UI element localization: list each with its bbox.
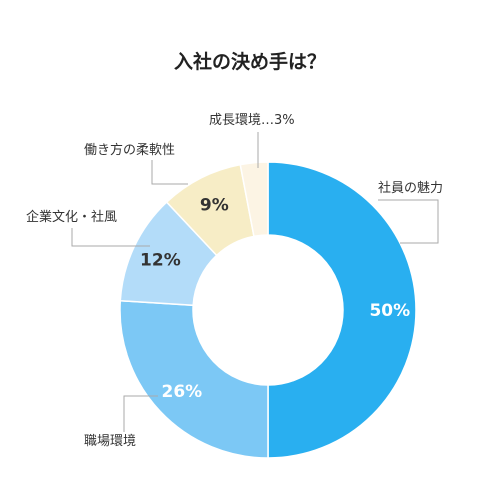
value-labels-group: 50% 26% 12% 9% <box>140 196 410 402</box>
category-label-4: 働き方の柔軟性 <box>84 142 175 158</box>
value-label-4: 9% <box>200 196 229 216</box>
value-label-1: 50% <box>369 301 410 321</box>
chart-title: 入社の決め手は？ <box>174 50 326 73</box>
category-label-5: 成長環境…3% <box>209 113 295 128</box>
leader-line-1 <box>378 199 439 244</box>
slice-5 <box>239 161 269 238</box>
slice-1 <box>267 161 417 459</box>
slices-group <box>119 161 417 459</box>
category-label-2: 職場環境 <box>84 434 136 449</box>
leader-lines-group <box>71 132 439 432</box>
leader-line-3 <box>71 228 150 247</box>
slice-2 <box>119 299 269 459</box>
value-label-3: 12% <box>140 250 181 270</box>
leader-line-4 <box>151 160 188 185</box>
category-label-3: 企業文化・社風 <box>26 209 117 225</box>
leader-line-2 <box>123 395 158 432</box>
value-label-2: 26% <box>161 382 202 402</box>
category-label-1: 社員の魅力 <box>378 180 443 196</box>
